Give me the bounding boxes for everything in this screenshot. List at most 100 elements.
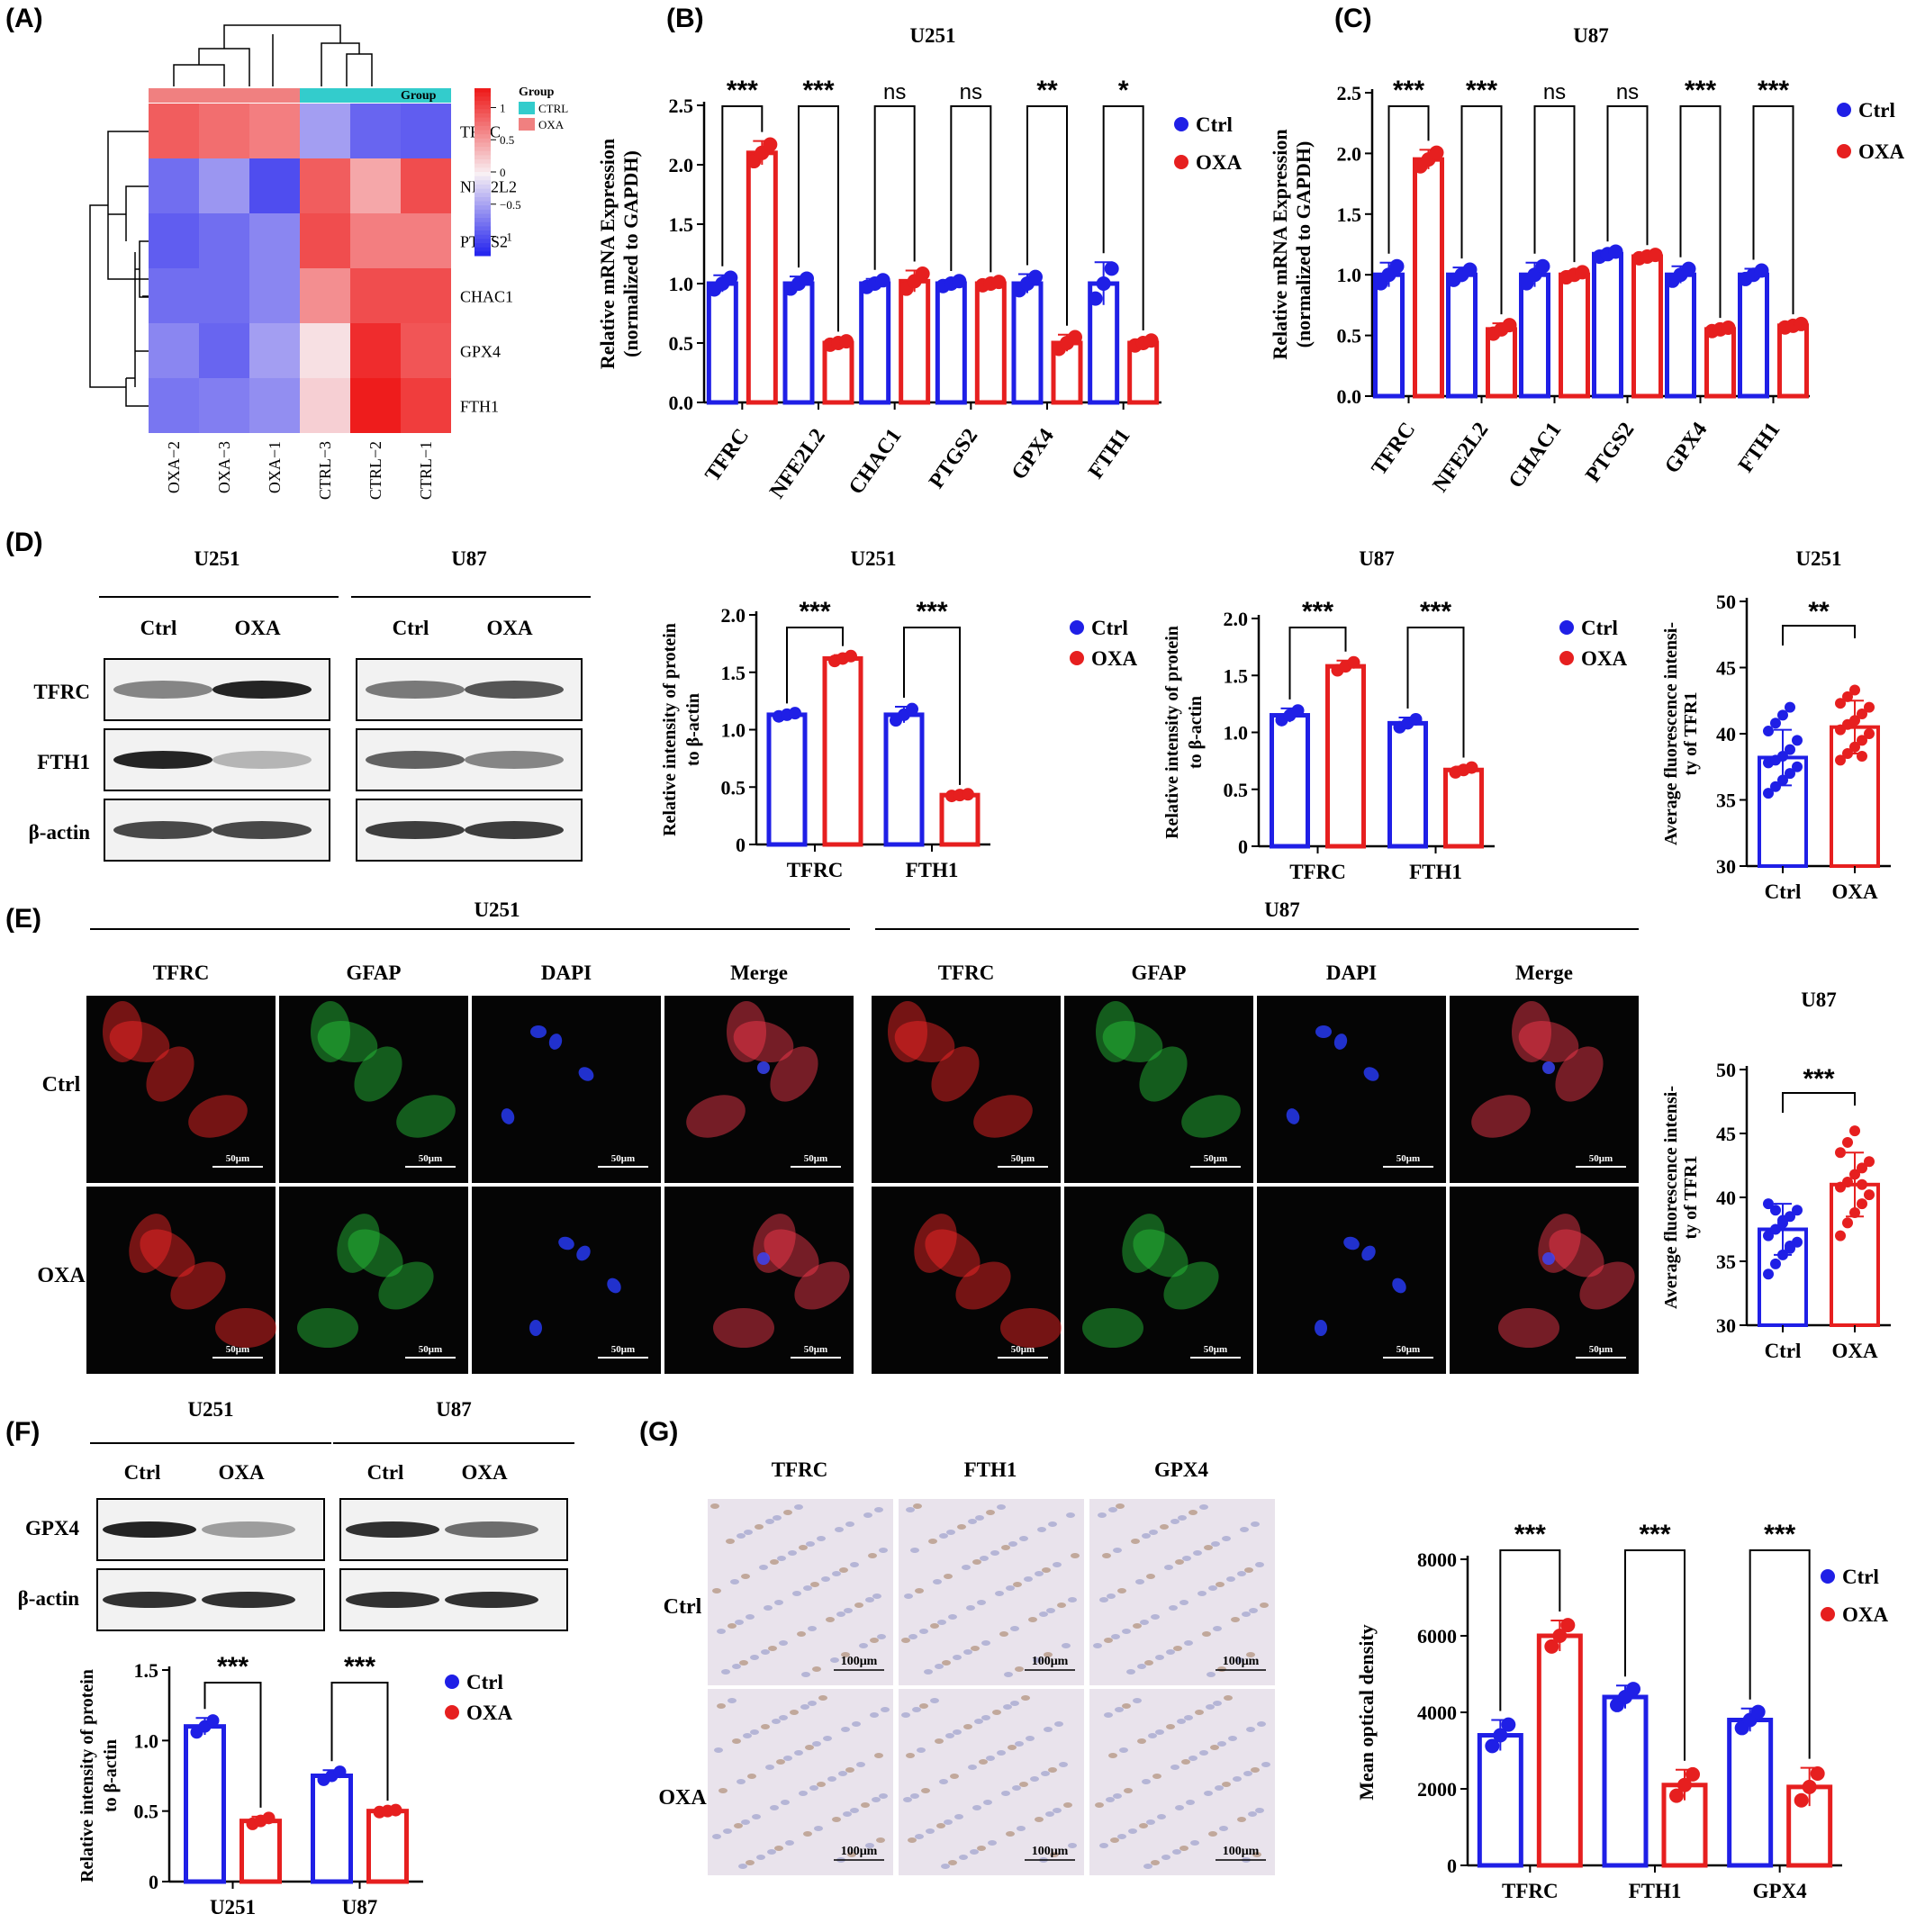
bar-ctrl (1665, 272, 1696, 399)
heatmap-cell (300, 378, 350, 433)
if-cell-signal (548, 1034, 563, 1050)
significance-label: *** (727, 76, 758, 105)
scale-bar-label: 50μm (1204, 1344, 1227, 1355)
x-tick-label-tfrc: TFRC (1289, 861, 1346, 883)
ihc-cell (1059, 1762, 1068, 1767)
scale-segment (474, 239, 491, 244)
data-point (1575, 265, 1590, 280)
ihc-cell (785, 1840, 794, 1846)
ihc-cell (1207, 1672, 1216, 1677)
ihc-cell (721, 1669, 730, 1675)
ihc-cell (1206, 1704, 1215, 1710)
x-tick-label-ctrl: Ctrl (1765, 880, 1802, 903)
ihc-cell (1199, 1504, 1208, 1510)
if-channel-label-merge: Merge (730, 961, 788, 984)
data-point (1835, 1230, 1846, 1241)
ihc-cell (1039, 1612, 1048, 1617)
ihc-cell (1179, 1846, 1188, 1851)
if-cell-signal (578, 1067, 594, 1081)
ihc-cell (1045, 1811, 1054, 1817)
y-tick-label: 35 (1716, 790, 1736, 812)
legend-swatch (519, 118, 535, 131)
if-image (1064, 1187, 1253, 1374)
data-point (1857, 1162, 1867, 1174)
data-point (1802, 1779, 1817, 1794)
ihc-cell (732, 1664, 741, 1669)
ihc-cell (839, 1567, 848, 1573)
ihc-cell (1119, 1747, 1128, 1753)
data-point (1857, 735, 1867, 746)
scale-segment (474, 159, 491, 165)
ihc-cell (1035, 1571, 1044, 1576)
if-image (472, 996, 661, 1183)
ihc-cell (761, 1724, 770, 1729)
ihc-cell (783, 1756, 792, 1761)
if-cell-signal (794, 1261, 850, 1310)
ihc-cell (1008, 1541, 1017, 1547)
ihc-cell (963, 1649, 972, 1655)
data-point (1857, 1198, 1867, 1210)
if-cell-signal (1518, 1020, 1579, 1063)
ihc-cell (968, 1519, 977, 1524)
ihc-cell (962, 1565, 971, 1570)
data-point (906, 702, 918, 716)
bar-oxa (1631, 254, 1663, 399)
blot-band (465, 751, 564, 769)
if-cell-signal (530, 1025, 547, 1038)
if-cell-signal (1361, 1245, 1376, 1261)
heatmap-cell (199, 323, 249, 378)
if-image (872, 1187, 1061, 1374)
ihc-cell (1026, 1736, 1035, 1741)
y-tick-label: 1.0 (1337, 264, 1362, 286)
row-dendrogram-path (89, 131, 149, 407)
significance-label: ns (1616, 80, 1639, 104)
blot-band (366, 681, 465, 699)
if-cell-signal (1082, 1308, 1143, 1348)
ihc-cell (814, 1826, 823, 1831)
ihc-cell (818, 1695, 827, 1701)
if-cell-signal (607, 1277, 621, 1294)
heatmap-cell (149, 378, 199, 433)
chart-f: 0 0.5 1.0 1.5 Relative intensity of protein t… (77, 1652, 513, 1918)
significance-bracket (786, 627, 844, 704)
ihc-cell (1235, 1657, 1244, 1663)
blot-band (113, 751, 212, 769)
ihc-cell (1148, 1733, 1157, 1738)
ihc-cell (921, 1788, 930, 1793)
data-point (1750, 1704, 1766, 1720)
ihc-cell (1099, 1597, 1108, 1602)
ihc-cell (945, 1733, 954, 1738)
if-cell-signal (1512, 1001, 1551, 1062)
row-label-fth1: FTH1 (460, 398, 499, 416)
ihc-cell (850, 1808, 859, 1813)
ihc-cell (1175, 1559, 1184, 1565)
column-dendrogram-path (173, 24, 373, 86)
if-cell-signal (1315, 1025, 1332, 1038)
col-label-ctrl-3: CTRL−3 (316, 441, 334, 500)
chart-title: U87 (1359, 547, 1395, 570)
significance-bracket (1606, 105, 1649, 246)
ihc-cell (997, 1750, 1006, 1756)
ihc-cell (1164, 1565, 1173, 1570)
scale-segment (474, 109, 491, 114)
ihc-cell (761, 1649, 770, 1655)
legend-item-oxa: OXA (538, 118, 565, 131)
x-tick-label-chac1: CHAC1 (845, 425, 907, 500)
blot-band (366, 751, 465, 769)
ihc-cell (1231, 1617, 1240, 1622)
bar-oxa (974, 281, 1007, 405)
ihc-cell (717, 1703, 726, 1709)
bar-oxa (939, 792, 981, 847)
scale-bar-label: 50μm (419, 1153, 442, 1164)
y-tick-label: 8000 (1417, 1548, 1457, 1571)
x-tick-label-gpx4: GPX4 (1008, 425, 1059, 484)
scale-bar-label: 50μm (226, 1344, 249, 1355)
bar-ctrl (1727, 1718, 1774, 1868)
data-point (1849, 715, 1860, 727)
chart-b: 0.0 0.5 1.0 1.5 2.0 2.5 U251 Relative mRNA Expr… (596, 24, 1243, 503)
data-point (1465, 761, 1478, 774)
ihc-cell (1030, 1776, 1039, 1782)
data-point (1777, 709, 1788, 721)
y-tick-label: 0.5 (669, 332, 694, 355)
ihc-cell (765, 1765, 774, 1770)
